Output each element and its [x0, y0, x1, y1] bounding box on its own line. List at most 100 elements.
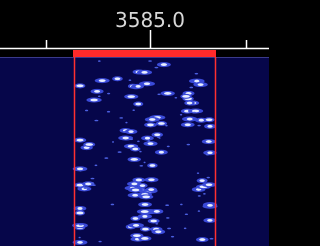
- signal-dot: [133, 234, 141, 237]
- signal-dot: [119, 117, 123, 119]
- signal-dot: [192, 112, 196, 114]
- signal-dot: [198, 83, 204, 86]
- signal-dot: [94, 90, 100, 93]
- signal-dot: [140, 184, 145, 187]
- signal-dot: [171, 236, 174, 238]
- signal-dot: [142, 215, 147, 218]
- signal-dot: [207, 219, 212, 222]
- signal-dot: [194, 80, 199, 83]
- signal-dot: [115, 77, 121, 80]
- signal-dot: [147, 124, 154, 127]
- signal-dot: [111, 204, 114, 206]
- signal-dot: [79, 170, 81, 172]
- signal-dot: [132, 109, 135, 111]
- signal-dot: [144, 82, 150, 85]
- signal-dot: [148, 140, 151, 142]
- signal-dot: [132, 194, 138, 197]
- signal-dot: [142, 195, 150, 198]
- signal-dot: [131, 182, 137, 185]
- signal-dot: [127, 95, 135, 98]
- signal-dot: [77, 241, 83, 244]
- signal-dot: [180, 204, 183, 206]
- signal-dot: [132, 189, 139, 192]
- signal-dot: [77, 167, 83, 170]
- signal-dot: [206, 183, 213, 186]
- signal-dot: [154, 210, 160, 213]
- signal-dot: [164, 92, 171, 95]
- signal-dot: [142, 228, 149, 231]
- signal-dot: [166, 217, 169, 219]
- signal-dot: [98, 60, 101, 62]
- signal-dot: [133, 217, 139, 220]
- signal-dot: [128, 130, 133, 133]
- signal-dot: [129, 138, 133, 140]
- signal-dot: [197, 125, 200, 127]
- signal-dot: [154, 133, 160, 136]
- signal-dot: [149, 164, 155, 167]
- signal-dot: [158, 137, 160, 139]
- signal-dot: [76, 84, 83, 87]
- signal-dot: [137, 141, 140, 143]
- signal-dot: [155, 230, 161, 233]
- signal-dot: [84, 187, 88, 189]
- signal-dot: [94, 120, 98, 122]
- signal-dot: [187, 144, 190, 146]
- signal-dot: [203, 193, 206, 195]
- signal-dot: [175, 97, 178, 99]
- signal-dot: [90, 99, 98, 102]
- signal-dot: [135, 103, 141, 106]
- signal-dot: [165, 125, 168, 127]
- signal-dot: [199, 179, 204, 182]
- signal-dot: [79, 224, 83, 226]
- signal-dot: [199, 238, 205, 241]
- signal-dot: [107, 93, 110, 95]
- signal-dot: [206, 154, 210, 156]
- signal-dot: [136, 85, 141, 88]
- signal-dot: [157, 93, 160, 95]
- signal-dot: [161, 63, 167, 66]
- frequency-label: 3585.0: [115, 8, 185, 32]
- signal-dot: [198, 210, 200, 212]
- signal-dot: [165, 204, 169, 206]
- signal-dot: [85, 143, 93, 146]
- signal-dot: [145, 137, 150, 140]
- signal-dot: [76, 212, 83, 215]
- signal-dot: [148, 188, 154, 191]
- signal-dot: [189, 87, 193, 89]
- signal-dot: [199, 119, 204, 122]
- signal-dot: [91, 178, 95, 180]
- signal-dot: [95, 165, 98, 167]
- signal-dot: [198, 195, 201, 197]
- signal-dot: [85, 110, 88, 112]
- signal-dot: [125, 122, 127, 124]
- signal-dot: [167, 146, 170, 148]
- signal-dot: [98, 241, 101, 243]
- signal-dot: [142, 203, 149, 206]
- signal-dot: [132, 148, 138, 151]
- signal-dot: [130, 158, 138, 161]
- signal-dot: [206, 118, 213, 121]
- signal-dot: [112, 141, 114, 143]
- signal-dot: [118, 151, 122, 153]
- signal-dot: [144, 191, 146, 193]
- signal-dot: [184, 228, 187, 230]
- signal-dot: [122, 137, 128, 140]
- signal-dot: [90, 182, 94, 184]
- signal-dot: [197, 172, 199, 174]
- signal-dot: [155, 223, 158, 225]
- signal-dot: [141, 210, 149, 213]
- signal-dot: [154, 67, 158, 69]
- signal-dot: [207, 125, 212, 128]
- signal-dot: [123, 131, 126, 133]
- signal-dot: [185, 123, 191, 126]
- signal-dot: [148, 142, 154, 145]
- signal-dot: [144, 162, 146, 164]
- signal-dot: [207, 204, 213, 207]
- signal-dot: [99, 79, 106, 82]
- signal-dot: [141, 71, 147, 74]
- signal-dot: [92, 184, 96, 186]
- signal-dot: [141, 237, 148, 240]
- signal-dot: [140, 165, 144, 167]
- signal-dot: [77, 207, 82, 210]
- signal-dot: [158, 122, 165, 125]
